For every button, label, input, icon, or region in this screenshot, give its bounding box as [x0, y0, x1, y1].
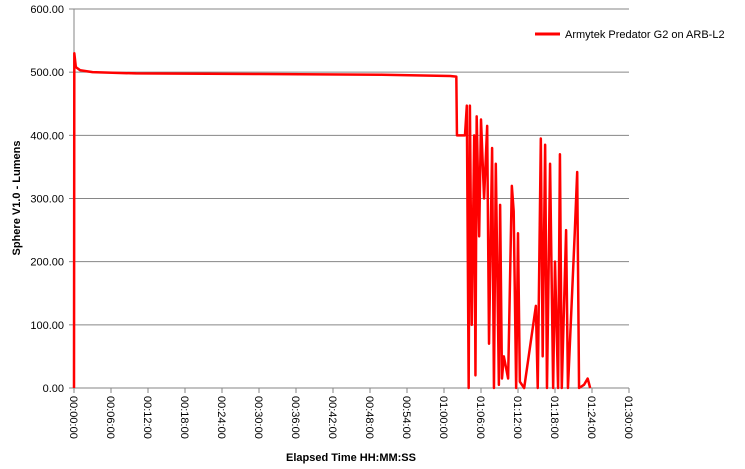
y-tick-label: 100.00	[30, 320, 64, 332]
x-tick-label: 00:24:00	[215, 396, 227, 439]
x-tick-label: 00:36:00	[289, 396, 301, 439]
y-tick-label: 400.00	[30, 130, 64, 142]
x-tick-label: 00:18:00	[178, 396, 190, 439]
series-line	[72, 51, 592, 390]
x-tick-label: 01:06:00	[474, 396, 486, 439]
x-axis-title: Elapsed Time HH:MM:SS	[286, 452, 416, 464]
x-tick-label: 00:30:00	[252, 396, 264, 439]
x-tick-label: 01:30:00	[622, 396, 634, 439]
y-axis-title: Sphere V1.0 - Lumens	[11, 141, 23, 256]
y-tick-label: 600.00	[30, 4, 64, 16]
y-tick-label: 500.00	[30, 67, 64, 79]
y-tick-label: 300.00	[30, 194, 64, 206]
x-tick-label: 00:54:00	[400, 396, 412, 439]
x-tick-label: 01:24:00	[585, 396, 597, 439]
x-tick-label: 00:12:00	[141, 396, 153, 439]
legend-label: Armytek Predator G2 on ARB-L2	[565, 29, 725, 41]
x-tick-label: 00:48:00	[363, 396, 375, 439]
x-tick-label: 00:42:00	[326, 396, 338, 439]
y-tick-label: 200.00	[30, 257, 64, 269]
x-tick-label: 01:18:00	[548, 396, 560, 439]
x-tick-label: 00:00:00	[67, 396, 79, 439]
x-tick-label: 00:06:00	[104, 396, 116, 439]
y-tick-label: 0.00	[43, 383, 64, 395]
x-tick-label: 01:12:00	[511, 396, 523, 439]
x-tick-label: 01:00:00	[437, 396, 449, 439]
